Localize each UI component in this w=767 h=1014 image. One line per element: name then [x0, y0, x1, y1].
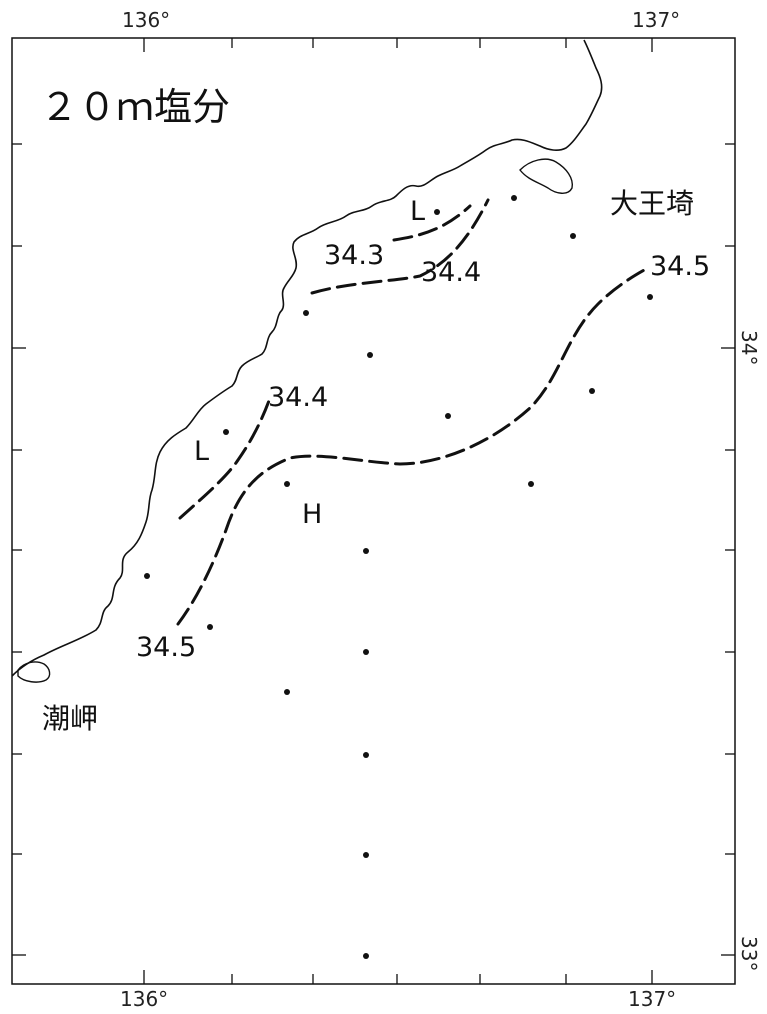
- low-mark-west: L: [194, 436, 209, 467]
- station-dot: [570, 233, 576, 239]
- station-dot: [363, 852, 369, 858]
- top-ticks: [143, 38, 653, 52]
- lat-label-33: 33°: [737, 936, 761, 971]
- right-ticks: [721, 143, 735, 956]
- lat-label-34: 34°: [737, 330, 761, 365]
- station-dot: [647, 294, 653, 300]
- station-dot: [144, 573, 150, 579]
- bottom-ticks: [143, 970, 653, 984]
- high-mark: H: [302, 499, 322, 530]
- contour-34-4-north: [310, 198, 490, 295]
- contour-lines: [176, 198, 650, 626]
- place-shionomisaki: 潮岬: [42, 702, 98, 735]
- station-dot: [284, 689, 290, 695]
- stations: [144, 195, 653, 959]
- station-dot: [363, 649, 369, 655]
- contour-label-34-5-south: 34.5: [136, 632, 196, 663]
- map-frame: [11, 37, 736, 985]
- station-dot: [434, 209, 440, 215]
- station-dot: [223, 429, 229, 435]
- contour-34-3: [392, 204, 472, 242]
- station-dot: [589, 388, 595, 394]
- coastline-shima: [519, 158, 573, 194]
- lon-label-bottom-137: 137°: [628, 987, 676, 1011]
- station-dot: [445, 413, 451, 419]
- low-mark-north: L: [410, 196, 425, 227]
- lon-label-bottom-136: 136°: [120, 987, 168, 1011]
- map-title: ２０ｍ塩分: [40, 85, 230, 129]
- contour-label-34-5-east: 34.5: [650, 251, 710, 282]
- station-dot: [367, 352, 373, 358]
- coastline: [11, 39, 603, 677]
- contour-label-34-4-north: 34.4: [421, 257, 481, 288]
- station-dot: [511, 195, 517, 201]
- station-dot: [303, 310, 309, 316]
- station-dot: [363, 548, 369, 554]
- station-dot: [207, 624, 213, 630]
- contour-label-34-4-south: 34.4: [268, 382, 328, 413]
- left-ticks: [12, 143, 26, 956]
- lon-label-top-136: 136°: [122, 8, 170, 32]
- contour-34-5: [176, 266, 650, 626]
- coastline-island-west: [17, 661, 51, 683]
- contour-34-4-south: [178, 396, 272, 520]
- contour-label-34-3: 34.3: [324, 240, 384, 271]
- station-dot: [528, 481, 534, 487]
- station-dot: [363, 953, 369, 959]
- lon-label-top-137: 137°: [632, 8, 680, 32]
- station-dot: [363, 752, 369, 758]
- place-daiozaki: 大王埼: [610, 187, 694, 220]
- station-dot: [284, 481, 290, 487]
